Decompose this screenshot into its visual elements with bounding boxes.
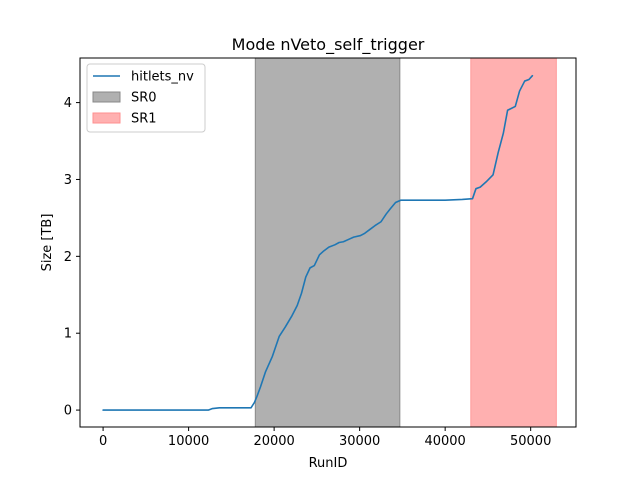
axes-frame xyxy=(79,57,577,428)
band-sr1 xyxy=(470,57,557,428)
y-tick-label: 4 xyxy=(64,96,72,111)
series-group xyxy=(102,74,534,411)
x-tick-label: 30000 xyxy=(339,434,380,449)
series-line-hitlets-nv xyxy=(102,74,534,411)
legend-label-hitlets-nv: hitlets_nv xyxy=(131,70,194,85)
x-tick-label: 20000 xyxy=(253,434,294,449)
legend-label-sr0: SR0 xyxy=(131,91,157,106)
x-tick-label: 0 xyxy=(99,434,107,449)
x-tick-label: 50000 xyxy=(510,434,551,449)
band-sr0 xyxy=(254,57,401,428)
legend-swatch-sr0 xyxy=(92,91,121,103)
chart-title: Mode nVeto_self_trigger xyxy=(232,35,425,55)
y-tick-label: 2 xyxy=(64,250,72,265)
legend-swatch-sr1 xyxy=(92,112,121,124)
x-axis: 0 10000 20000 30000 40000 50000 xyxy=(99,427,551,449)
y-axis-label: Size [TB] xyxy=(40,214,55,272)
y-axis: 0 1 2 3 4 xyxy=(64,96,80,419)
x-tick-label: 10000 xyxy=(168,434,209,449)
x-axis-label: RunID xyxy=(309,456,348,471)
x-tick-label: 40000 xyxy=(424,434,465,449)
bands xyxy=(254,57,557,428)
legend-label-sr1: SR1 xyxy=(131,112,157,127)
y-tick-label: 0 xyxy=(64,404,72,419)
y-tick-label: 3 xyxy=(64,173,72,188)
legend: hitlets_nv SR0 SR1 xyxy=(86,63,206,133)
y-tick-label: 1 xyxy=(64,327,72,342)
